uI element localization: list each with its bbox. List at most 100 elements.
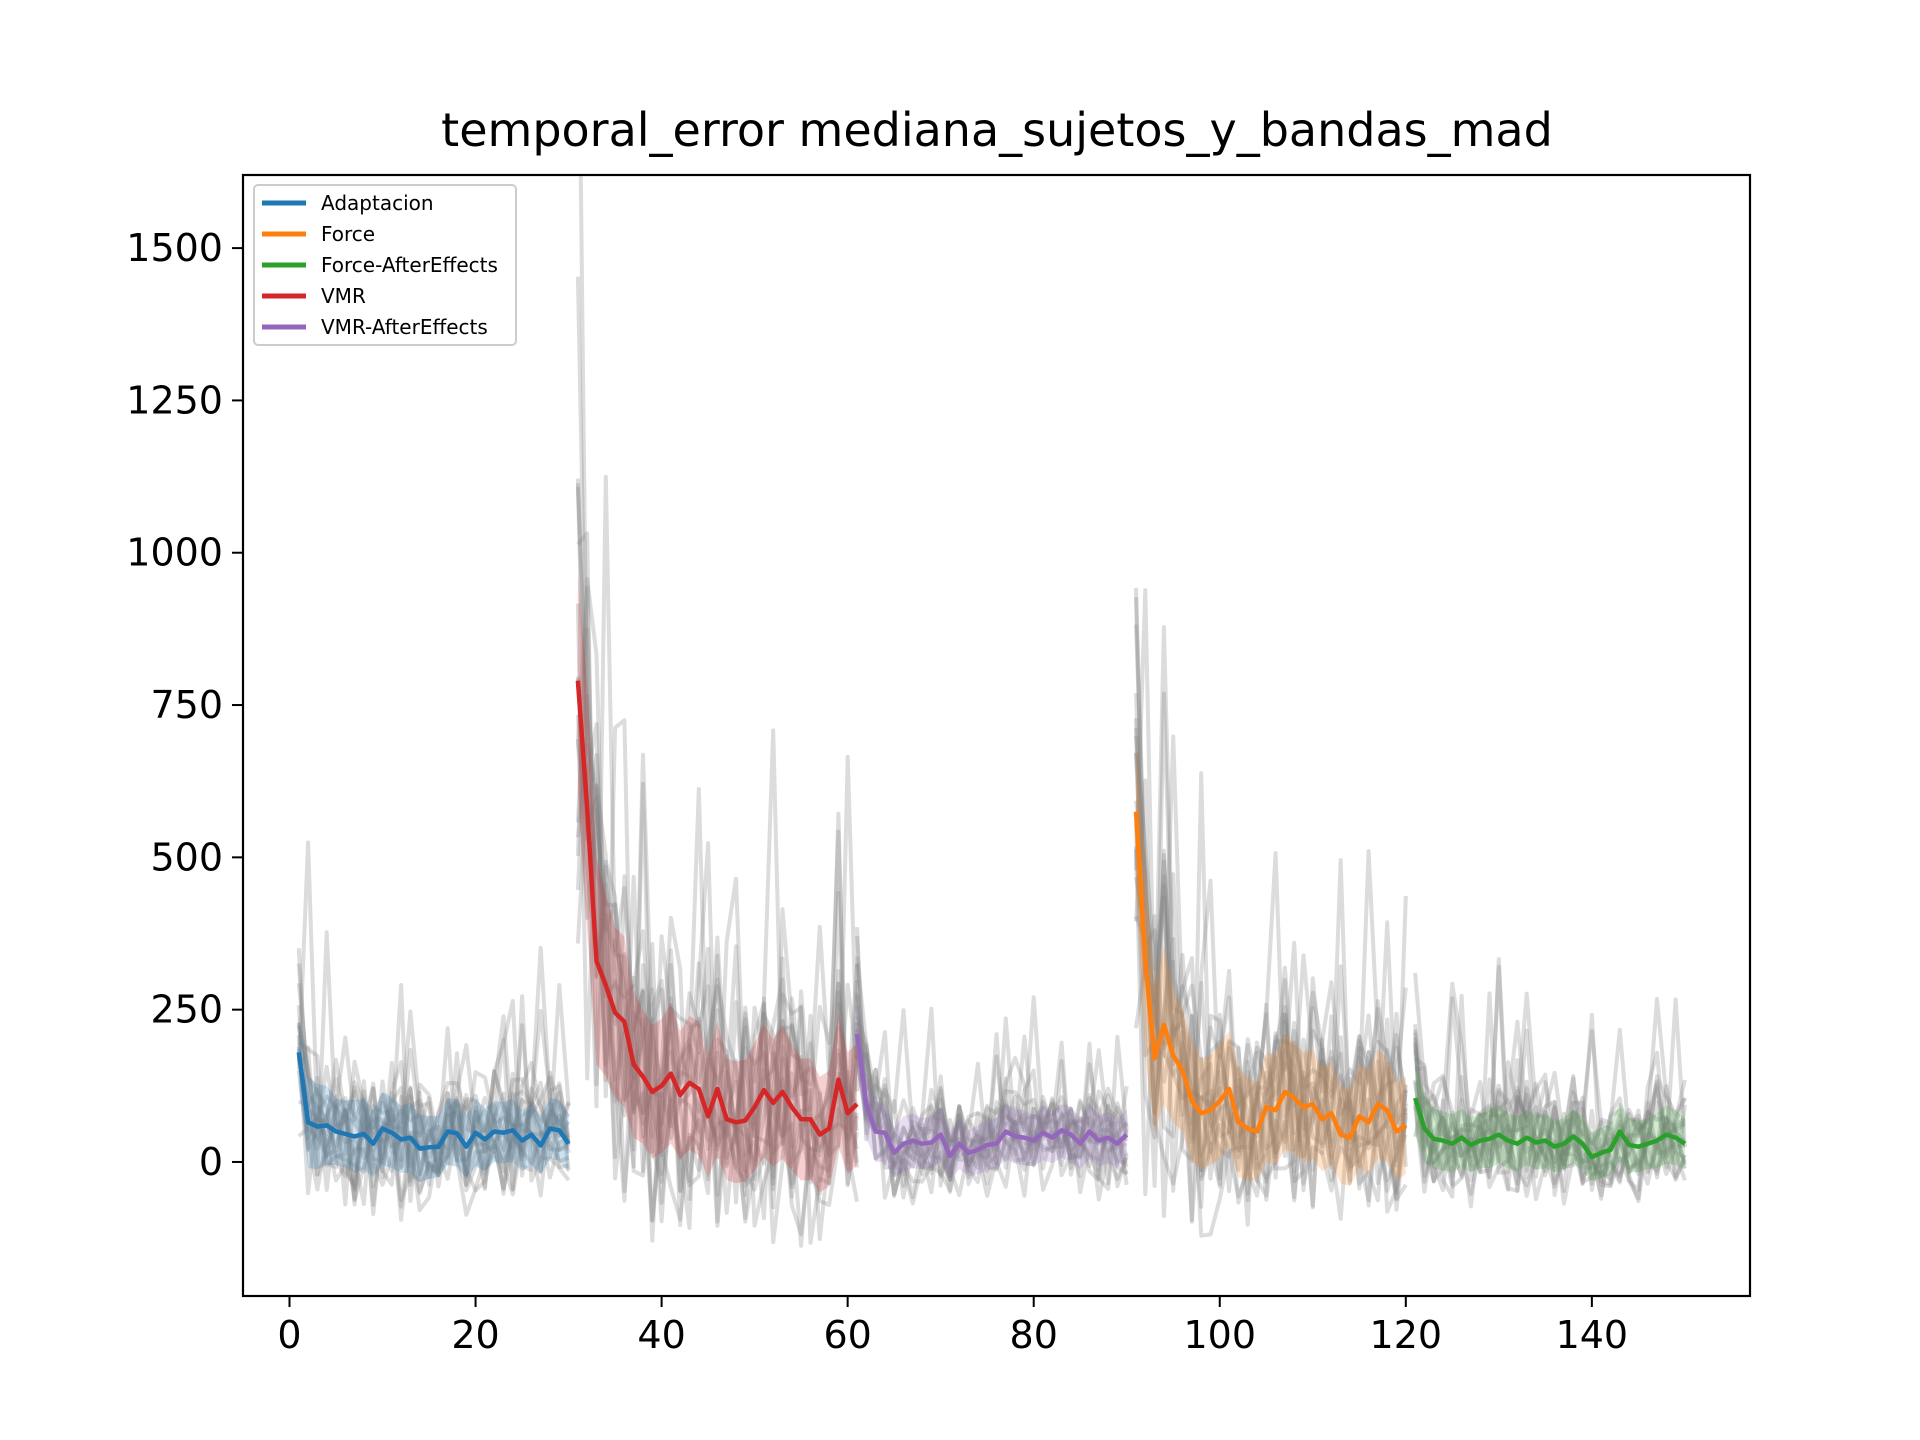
y-tick-label: 0: [199, 1140, 223, 1184]
legend-entry-vmr: VMR: [321, 284, 366, 308]
legend-entry-vmr-aftereffects: VMR-AfterEffects: [321, 315, 488, 339]
x-axis: 0 20 40 60 80 100 120 140: [277, 1296, 1628, 1357]
subject-trace: [296, 963, 571, 1207]
subject-trace: [1413, 1012, 1687, 1193]
subject-trace: [1134, 848, 1408, 1200]
subject-trace: [1134, 597, 1408, 1180]
subject-trace: [1413, 1032, 1686, 1193]
subject-trace: [855, 1016, 1129, 1196]
subject-trace: [578, 175, 859, 1237]
subject-trace: [1413, 991, 1686, 1189]
subject-trace: [575, 276, 859, 1210]
subject-trace: [575, 741, 859, 1243]
subject-trace: [575, 577, 859, 1222]
subject-trace: [575, 627, 859, 1228]
series-line-force-aftereffects: [1412, 1097, 1687, 1160]
subject-trace: [1134, 734, 1408, 1209]
band-force: [1136, 738, 1406, 1187]
subject-trace: [296, 1026, 570, 1216]
subject-trace: [296, 1060, 571, 1198]
subject-trace: [296, 994, 569, 1194]
subject-trace: [575, 714, 859, 1193]
subject-trace: [855, 995, 1129, 1188]
subject-trace: [1134, 846, 1408, 1218]
subject-trace: [575, 722, 859, 1222]
subject-trace: [1134, 588, 1408, 1198]
subject-trace: [1134, 753, 1408, 1238]
subject-trace: [1134, 752, 1408, 1224]
subject-trace: [1134, 849, 1408, 1221]
x-tick-label: 140: [1556, 1313, 1629, 1357]
subject-trace: [575, 603, 859, 1203]
subject-trace: [297, 1008, 571, 1196]
x-tick-label: 20: [451, 1313, 499, 1357]
subject-trace: [296, 983, 571, 1179]
subject-trace: [576, 531, 859, 1223]
subject-trace: [1134, 727, 1408, 1214]
subject-trace: [1413, 981, 1686, 1186]
subject-trace: [1413, 996, 1687, 1193]
y-axis: 0 250 500 750 1000 1250 1500: [126, 226, 243, 1184]
subject-trace: [1413, 957, 1687, 1184]
subject-trace: [855, 964, 1129, 1206]
plot-frame: [241, 173, 1752, 1298]
subject-trace: [1413, 1029, 1687, 1204]
subject-trace: [1413, 1058, 1686, 1206]
subject-trace: [855, 1050, 1128, 1185]
series-line-adaptacion: [296, 1052, 571, 1151]
subject-trace: [1413, 991, 1687, 1189]
band-adaptacion: [298, 1015, 569, 1183]
subject-trace: [1413, 1049, 1686, 1209]
subject-trace: [1134, 718, 1408, 1194]
subject-trace: [1134, 778, 1408, 1193]
y-tick-label: 1500: [126, 226, 223, 270]
subject-trace: [855, 992, 1129, 1200]
subject-trace: [1413, 964, 1687, 1197]
subject-trace: [856, 1048, 1129, 1192]
subject-trace: [855, 1021, 1129, 1200]
legend-entry-adaptacion: Adaptacion: [321, 191, 434, 215]
subject-trace: [1134, 587, 1408, 1193]
legend-box: [253, 184, 517, 346]
x-tick-label: 40: [637, 1313, 685, 1357]
subject-trace: [296, 930, 571, 1222]
x-tick-label: 100: [1183, 1313, 1256, 1357]
subject-trace: [575, 739, 859, 1248]
subject-trace: [855, 1015, 1128, 1180]
legend: Adaptacion Force Force-AfterEffects VMR VMR-…: [253, 184, 517, 346]
subject-trace: [855, 1029, 1129, 1202]
subject-trace: [296, 1021, 571, 1202]
subject-trace: [855, 1005, 1128, 1164]
subject-trace: [575, 585, 859, 1245]
subject-trace: [1413, 972, 1687, 1202]
subject-trace: [855, 936, 1129, 1191]
subject-trace: [1134, 849, 1408, 1186]
series-line-vmr-aftereffects: [854, 1033, 1129, 1159]
band-vmr: [577, 571, 857, 1193]
subject-trace: [1414, 1028, 1687, 1185]
y-tick-label: 250: [150, 988, 223, 1032]
subject-trace: [297, 945, 571, 1203]
subject-trace: [575, 693, 859, 1228]
x-tick-label: 60: [823, 1313, 871, 1357]
subject-trace: [855, 995, 1129, 1194]
legend-entry-force-aftereffects: Force-AfterEffects: [321, 253, 498, 277]
subject-trace: [1134, 691, 1408, 1222]
legend-entry-force: Force: [321, 222, 375, 246]
series-line-force: [1133, 811, 1408, 1140]
x-tick-label: 0: [277, 1313, 301, 1357]
y-tick-label: 750: [150, 683, 223, 727]
chart-title: temporal_error mediana_sujetos_y_bandas_…: [441, 103, 1553, 157]
x-tick-label: 120: [1370, 1313, 1443, 1357]
series-line-vmr: [575, 680, 859, 1137]
subject-trace: [296, 1045, 571, 1177]
subject-trace: [296, 1025, 571, 1201]
subject-trace: [296, 1046, 571, 1196]
subject-trace: [575, 474, 859, 1241]
subject-trace: [1134, 693, 1408, 1205]
x-tick-label: 80: [1010, 1313, 1058, 1357]
y-tick-label: 1250: [126, 378, 223, 422]
band-force-aftereffects: [1415, 1061, 1685, 1182]
median-lines: [296, 680, 1687, 1160]
